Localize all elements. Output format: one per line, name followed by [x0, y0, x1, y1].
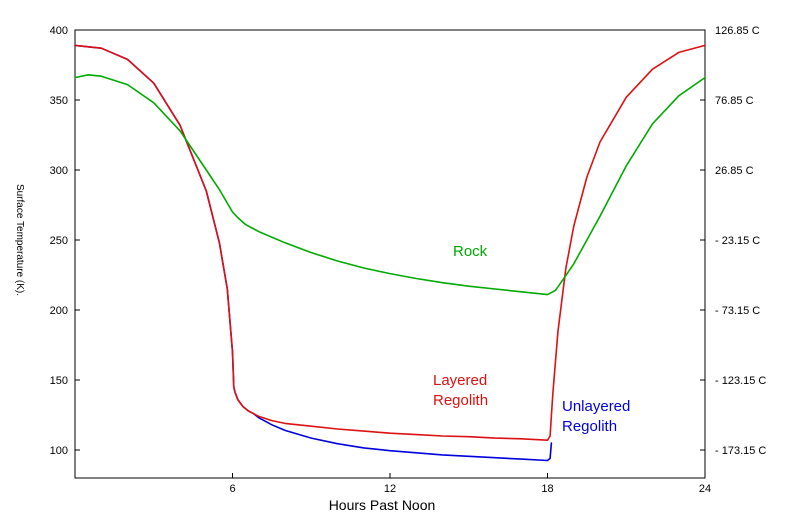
annotation-layered-line2: Regolith	[433, 392, 488, 409]
annotation-unlayered-line2: Regolith	[562, 418, 617, 435]
x-tick-label: 6	[229, 483, 235, 495]
y2-tick-label: - 123.15 C	[715, 375, 766, 387]
y-tick-label: 250	[50, 235, 68, 247]
x-tick-label: 12	[384, 483, 396, 495]
axis-layer: 6 12 18 24 100 150 200 250 300 350 400 126.85 C 76.8…	[50, 25, 767, 495]
y-tick-label: 200	[50, 305, 68, 317]
y-tick-label: 150	[50, 375, 68, 387]
y-tick-label: 300	[50, 165, 68, 177]
series-layer	[74, 44, 706, 462]
y2-tick-label: - 73.15 C	[715, 305, 760, 317]
x-tick-label: 18	[541, 483, 553, 495]
x-axis-label: Hours Past Noon	[329, 497, 436, 513]
annotation-unlayered-line1: Unlayered	[562, 398, 630, 415]
series-line-rock	[74, 74, 706, 296]
series-line-layered-regolith	[74, 44, 706, 442]
y2-tick-label: 126.85 C	[715, 25, 760, 37]
y2-tick-label: - 173.15 C	[715, 445, 766, 457]
y-tick-label: 100	[50, 445, 68, 457]
y-axis-label: Surface Temperature (K).	[14, 184, 25, 296]
annotation-layered-line1: Layered	[433, 372, 487, 389]
y-tick-label: 350	[50, 95, 68, 107]
y2-tick-label: 76.85 C	[715, 95, 754, 107]
y2-tick-label: 26.85 C	[715, 165, 754, 177]
x-tick-label: 24	[699, 483, 711, 495]
y-tick-label: 400	[50, 25, 68, 37]
annotation-rock: Rock	[453, 243, 488, 260]
y2-tick-label: - 23.15 C	[715, 235, 760, 247]
